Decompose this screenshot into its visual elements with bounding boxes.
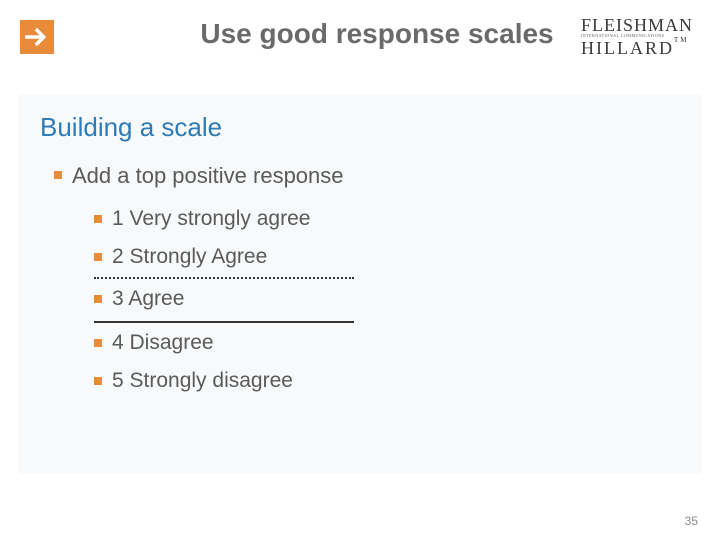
brand-logo: FLEISHMAN INTERNATIONAL COMMUNICATIONS H… [581, 16, 696, 57]
list-item: 1 Very strongly agree [94, 207, 680, 231]
list-item-text: 1 Very strongly agree [112, 207, 310, 231]
bullet-square-icon [94, 377, 102, 385]
solid-divider [94, 321, 354, 323]
logo-line2: HILLARDTM [581, 39, 696, 57]
page-number: 35 [685, 514, 698, 528]
lead-text: Add a top positive response [72, 163, 344, 189]
slide-header: Use good response scales FLEISHMAN INTER… [0, 0, 720, 54]
lead-bullet: Add a top positive response [54, 163, 680, 189]
arrow-icon [20, 20, 54, 54]
section-title: Building a scale [40, 112, 680, 143]
list-item-text: 5 Strongly disagree [112, 369, 293, 393]
bullet-square-icon [54, 171, 62, 179]
list-item-text: 4 Disagree [112, 331, 214, 355]
bullet-square-icon [94, 339, 102, 347]
logo-line1: FLEISHMAN [581, 16, 696, 34]
bullet-square-icon [94, 215, 102, 223]
list-item-text: 3 Agree [112, 287, 184, 311]
list-item: 2 Strongly Agree [94, 245, 680, 269]
bullet-square-icon [94, 253, 102, 261]
bullet-square-icon [94, 295, 102, 303]
dotted-divider [94, 277, 354, 279]
list-item: 3 Agree [94, 287, 680, 311]
content-panel: Building a scale Add a top positive resp… [18, 94, 702, 474]
list-item: 5 Strongly disagree [94, 369, 680, 393]
list-item: 4 Disagree [94, 331, 680, 355]
list-item-text: 2 Strongly Agree [112, 245, 267, 269]
